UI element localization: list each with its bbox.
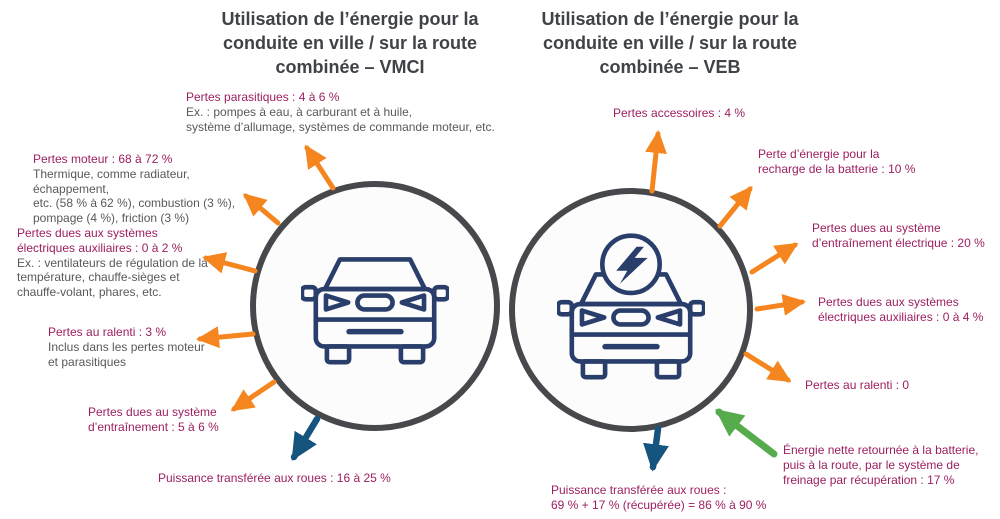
- callout-pertes-moteur: Pertes moteur : 68 à 72 % Thermique, com…: [33, 152, 268, 226]
- arrow-puissance-roues-veb: [643, 425, 669, 472]
- callout-heading: Énergie nette retournée à la batterie, p…: [783, 443, 979, 487]
- callout-heading: Pertes dues au système d’entraînement : …: [88, 405, 219, 434]
- callout-body: Ex. : ventilateurs de régulation de la t…: [17, 255, 208, 300]
- callout-energie-recuperation: Énergie nette retournée à la batterie, p…: [783, 443, 998, 487]
- car-front-icon: [301, 257, 449, 365]
- arrow-pertes-ralenti-veb: [743, 351, 792, 383]
- callout-pertes-systeme-entrainement: Pertes dues au système d’entraînement : …: [88, 405, 248, 435]
- callout-pertes-accessoires: Pertes accessoires : 4 %: [613, 106, 813, 121]
- arrow-energie-recuperation: [715, 408, 778, 458]
- callout-pertes-ralenti-vmci: Pertes au ralenti : 3 % Inclus dans les …: [48, 325, 228, 369]
- arrow-pertes-accessoires: [645, 130, 667, 194]
- callout-heading: Pertes moteur : 68 à 72 %: [33, 152, 173, 166]
- arrow-pertes-parasitiques: [304, 144, 336, 191]
- vmci-title: Utilisation de l’énergie pour la conduit…: [221, 9, 479, 77]
- callout-heading: Pertes au ralenti : 0: [805, 378, 910, 392]
- callout-heading: Puissance transférée aux roues : 16 à 25…: [158, 471, 391, 485]
- callout-body: Inclus dans les pertes moteur et parasit…: [48, 339, 205, 369]
- callout-entrainement-electrique: Pertes dues au système d’entraînement él…: [812, 221, 997, 251]
- callout-body: Thermique, comme radiateur, échappement,…: [33, 166, 236, 225]
- callout-heading: Pertes parasitiques : 4 à 6 %: [186, 90, 340, 104]
- callout-heading: Pertes au ralenti : 3 %: [48, 325, 167, 339]
- arrow-entrainement-electrique: [749, 242, 799, 275]
- electric-car-front-icon: [557, 233, 705, 380]
- callout-heading: Perte d’énergie pour la recharge de la b…: [758, 147, 916, 176]
- callout-heading: Pertes dues au système d’entraînement él…: [812, 221, 985, 250]
- callout-pertes-electriques-auxiliaires-veb: Pertes dues aux systèmes électriques aux…: [818, 295, 1000, 325]
- callout-heading: Pertes dues aux systèmes électriques aux…: [818, 295, 984, 324]
- veb-title: Utilisation de l’énergie pour la conduit…: [541, 9, 799, 77]
- vmci-circle: [250, 181, 500, 431]
- callout-body: Ex. : pompes à eau, à carburant et à hui…: [186, 104, 495, 134]
- callout-heading: Pertes accessoires : 4 %: [613, 106, 746, 120]
- callout-pertes-ralenti-veb: Pertes au ralenti : 0: [805, 378, 965, 393]
- arrow-puissance-roues-vmci: [290, 415, 321, 461]
- callout-puissance-roues-vmci: Puissance transférée aux roues : 16 à 25…: [158, 471, 458, 486]
- callout-pertes-parasitiques: Pertes parasitiques : 4 à 6 % Ex. : pomp…: [186, 90, 506, 134]
- arrow-recharge-batterie: [717, 185, 753, 229]
- arrow-pertes-electriques-auxiliaires-veb: [754, 294, 806, 316]
- callout-puissance-roues-veb: Puissance transférée aux roues : 69 % + …: [551, 483, 801, 513]
- callout-heading: Pertes dues aux systèmes électriques aux…: [17, 226, 183, 255]
- callout-pertes-electriques-auxiliaires-vmci: Pertes dues aux systèmes électriques aux…: [17, 226, 217, 300]
- lightning-bolt-icon: [616, 246, 648, 284]
- callout-heading: Puissance transférée aux roues : 69 % + …: [551, 483, 767, 512]
- callout-recharge-batterie: Perte d’énergie pour la recharge de la b…: [758, 147, 938, 177]
